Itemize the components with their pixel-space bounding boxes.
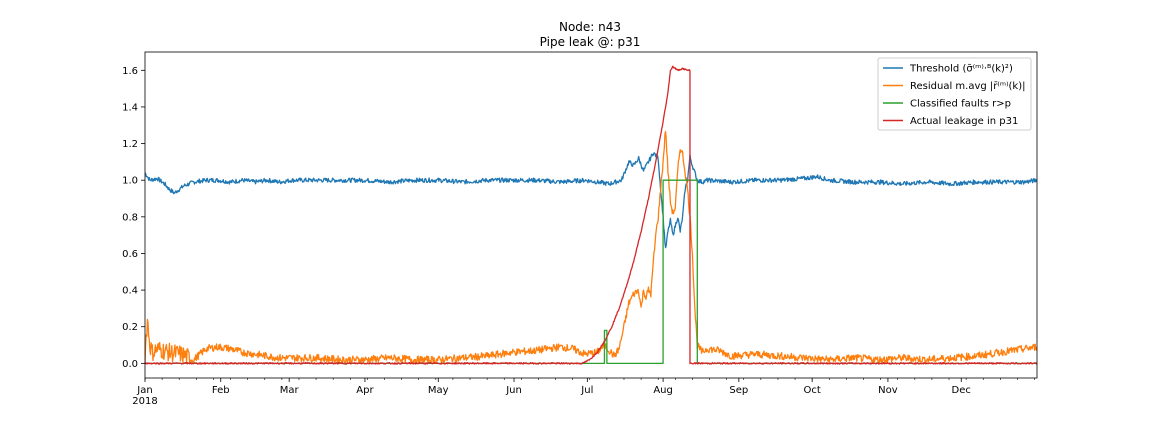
y-tick-label: 0.0 — [122, 359, 138, 370]
chart-subtitle: Pipe leak @: p31 — [540, 35, 641, 49]
y-tick-label: 1.0 — [122, 176, 138, 187]
y-axis: 0.0 0.2 0.4 0.6 0.8 1.0 1.2 1.4 1.6 — [122, 66, 145, 370]
y-tick-label: 1.6 — [122, 66, 138, 77]
series-line — [145, 179, 1037, 364]
x-axis: Jan Feb Mar Apr May Jun Jul Aug Sep Oct Nov Dec — [136, 378, 1035, 396]
y-tick-label: 1.2 — [122, 139, 138, 150]
x-tick-label: Jul — [580, 385, 593, 396]
x-tick-label: May — [428, 385, 449, 396]
x-tick-label: Jan — [136, 385, 152, 396]
legend: Threshold (σ̄⁽ᵐ⁾·ᴮ(k)²) Residual m.avg |r… — [877, 57, 1032, 131]
x-year-label: 2018 — [132, 396, 157, 407]
y-tick-label: 0.6 — [122, 249, 138, 260]
legend-label: Threshold (σ̄⁽ᵐ⁾·ᴮ(k)²) — [909, 64, 1013, 75]
x-tick-label: Mar — [280, 385, 300, 396]
x-tick-label: Oct — [804, 385, 821, 396]
y-tick-label: 1.4 — [122, 102, 138, 113]
legend-label: Classified faults r>p — [910, 99, 1011, 110]
series-line — [145, 130, 1037, 364]
y-tick-label: 0.4 — [122, 286, 138, 297]
series-line — [145, 65, 1037, 365]
x-tick-label: Aug — [653, 385, 673, 396]
y-tick-label: 0.8 — [122, 212, 138, 223]
x-tick-label: Apr — [356, 385, 374, 396]
legend-label: Residual m.avg |r̄⁽ᵐ⁾(k)| — [910, 81, 1026, 92]
legend-box — [877, 57, 1032, 131]
series-layer — [145, 65, 1037, 365]
x-tick-label: Jun — [505, 385, 522, 396]
y-tick-label: 0.2 — [122, 322, 138, 333]
plot-frame — [144, 51, 1038, 379]
chart-title: Node: n43 — [559, 20, 621, 34]
x-tick-label: Feb — [212, 385, 230, 396]
legend-label: Actual leakage in p31 — [910, 116, 1018, 127]
x-tick-label: Nov — [878, 385, 898, 396]
series-line — [145, 152, 1037, 249]
x-tick-label: Dec — [952, 385, 971, 396]
x-tick-label: Sep — [729, 385, 748, 396]
